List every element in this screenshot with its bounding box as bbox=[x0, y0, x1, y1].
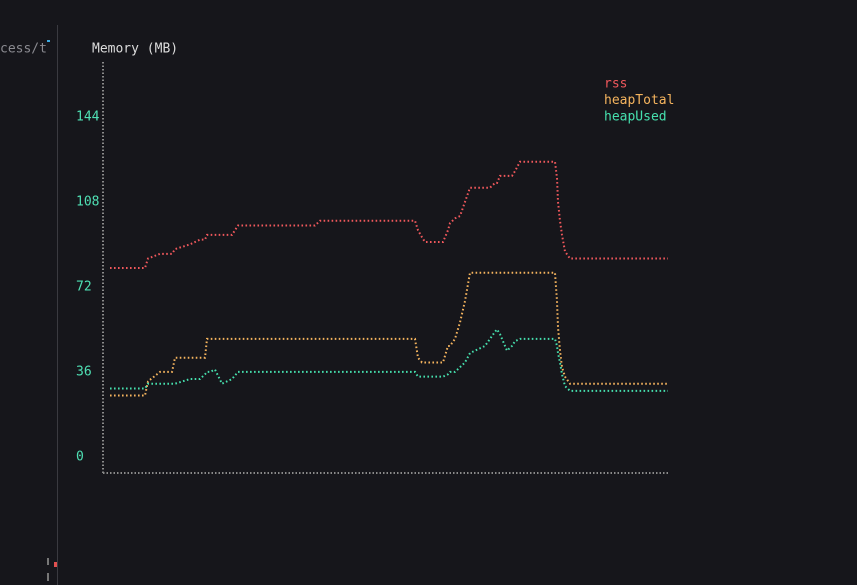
scroll-mark bbox=[47, 573, 49, 581]
series-line bbox=[110, 160, 668, 269]
sidebar-text: cess/t bbox=[0, 42, 47, 57]
y-tick-label: 72 bbox=[76, 279, 92, 294]
y-tick-label: 0 bbox=[76, 449, 84, 464]
chart-title: Memory (MB) bbox=[92, 42, 178, 57]
scroll-mark bbox=[54, 562, 57, 567]
y-tick-label: 108 bbox=[76, 194, 99, 209]
series-line bbox=[110, 327, 668, 392]
legend-label: heapTotal bbox=[604, 93, 674, 108]
y-tick-label: 144 bbox=[76, 109, 100, 124]
series-line bbox=[110, 271, 668, 397]
cursor-mark bbox=[47, 40, 50, 42]
scroll-mark bbox=[47, 558, 49, 565]
legend-label: rss bbox=[604, 77, 627, 92]
y-tick-label: 36 bbox=[76, 364, 92, 379]
legend-label: heapUsed bbox=[604, 110, 667, 125]
